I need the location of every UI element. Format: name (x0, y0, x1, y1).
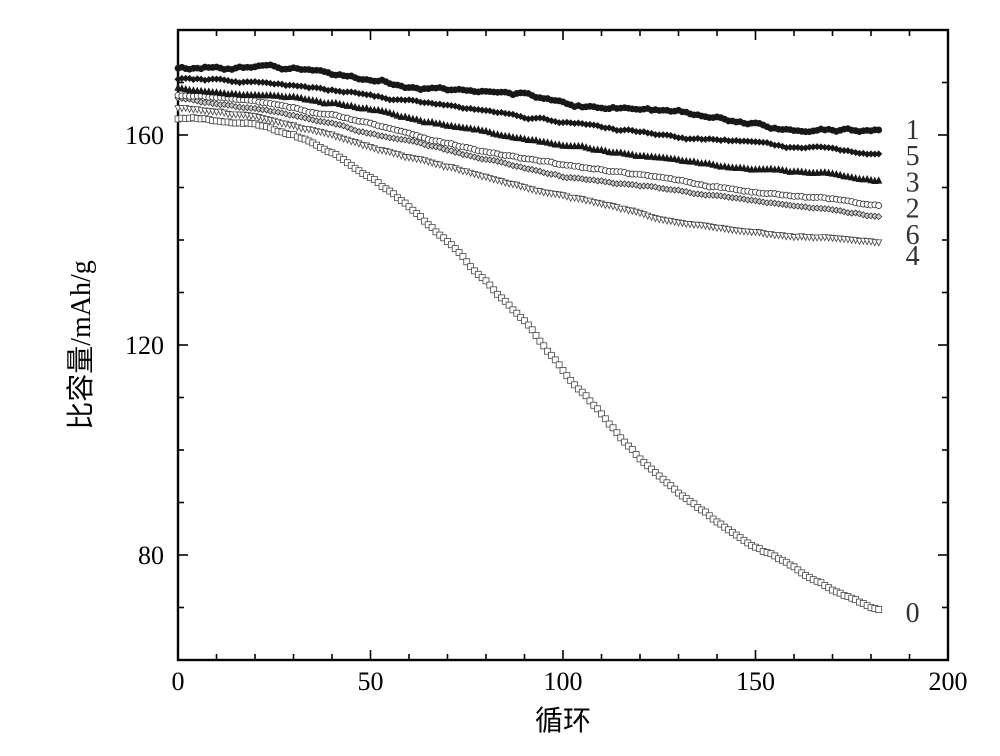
series-label-0: 0 (906, 598, 920, 629)
x-tick-label: 100 (544, 667, 583, 696)
series-label-1: 1 (906, 115, 920, 146)
y-tick-label: 120 (125, 331, 164, 360)
chart-container: 05010015020080120160循环比容量/mAh/g0462351 (0, 0, 1000, 756)
y-tick-label: 160 (125, 121, 164, 150)
x-tick-label: 150 (736, 667, 775, 696)
capacity-vs-cycle-chart: 05010015020080120160循环比容量/mAh/g0462351 (0, 0, 1000, 756)
x-tick-label: 50 (358, 667, 384, 696)
x-axis-title: 循环 (535, 705, 591, 737)
y-axis-title: 比容量/mAh/g (65, 260, 97, 430)
x-tick-label: 0 (172, 667, 185, 696)
x-tick-label: 200 (929, 667, 968, 696)
y-tick-label: 80 (138, 541, 164, 570)
